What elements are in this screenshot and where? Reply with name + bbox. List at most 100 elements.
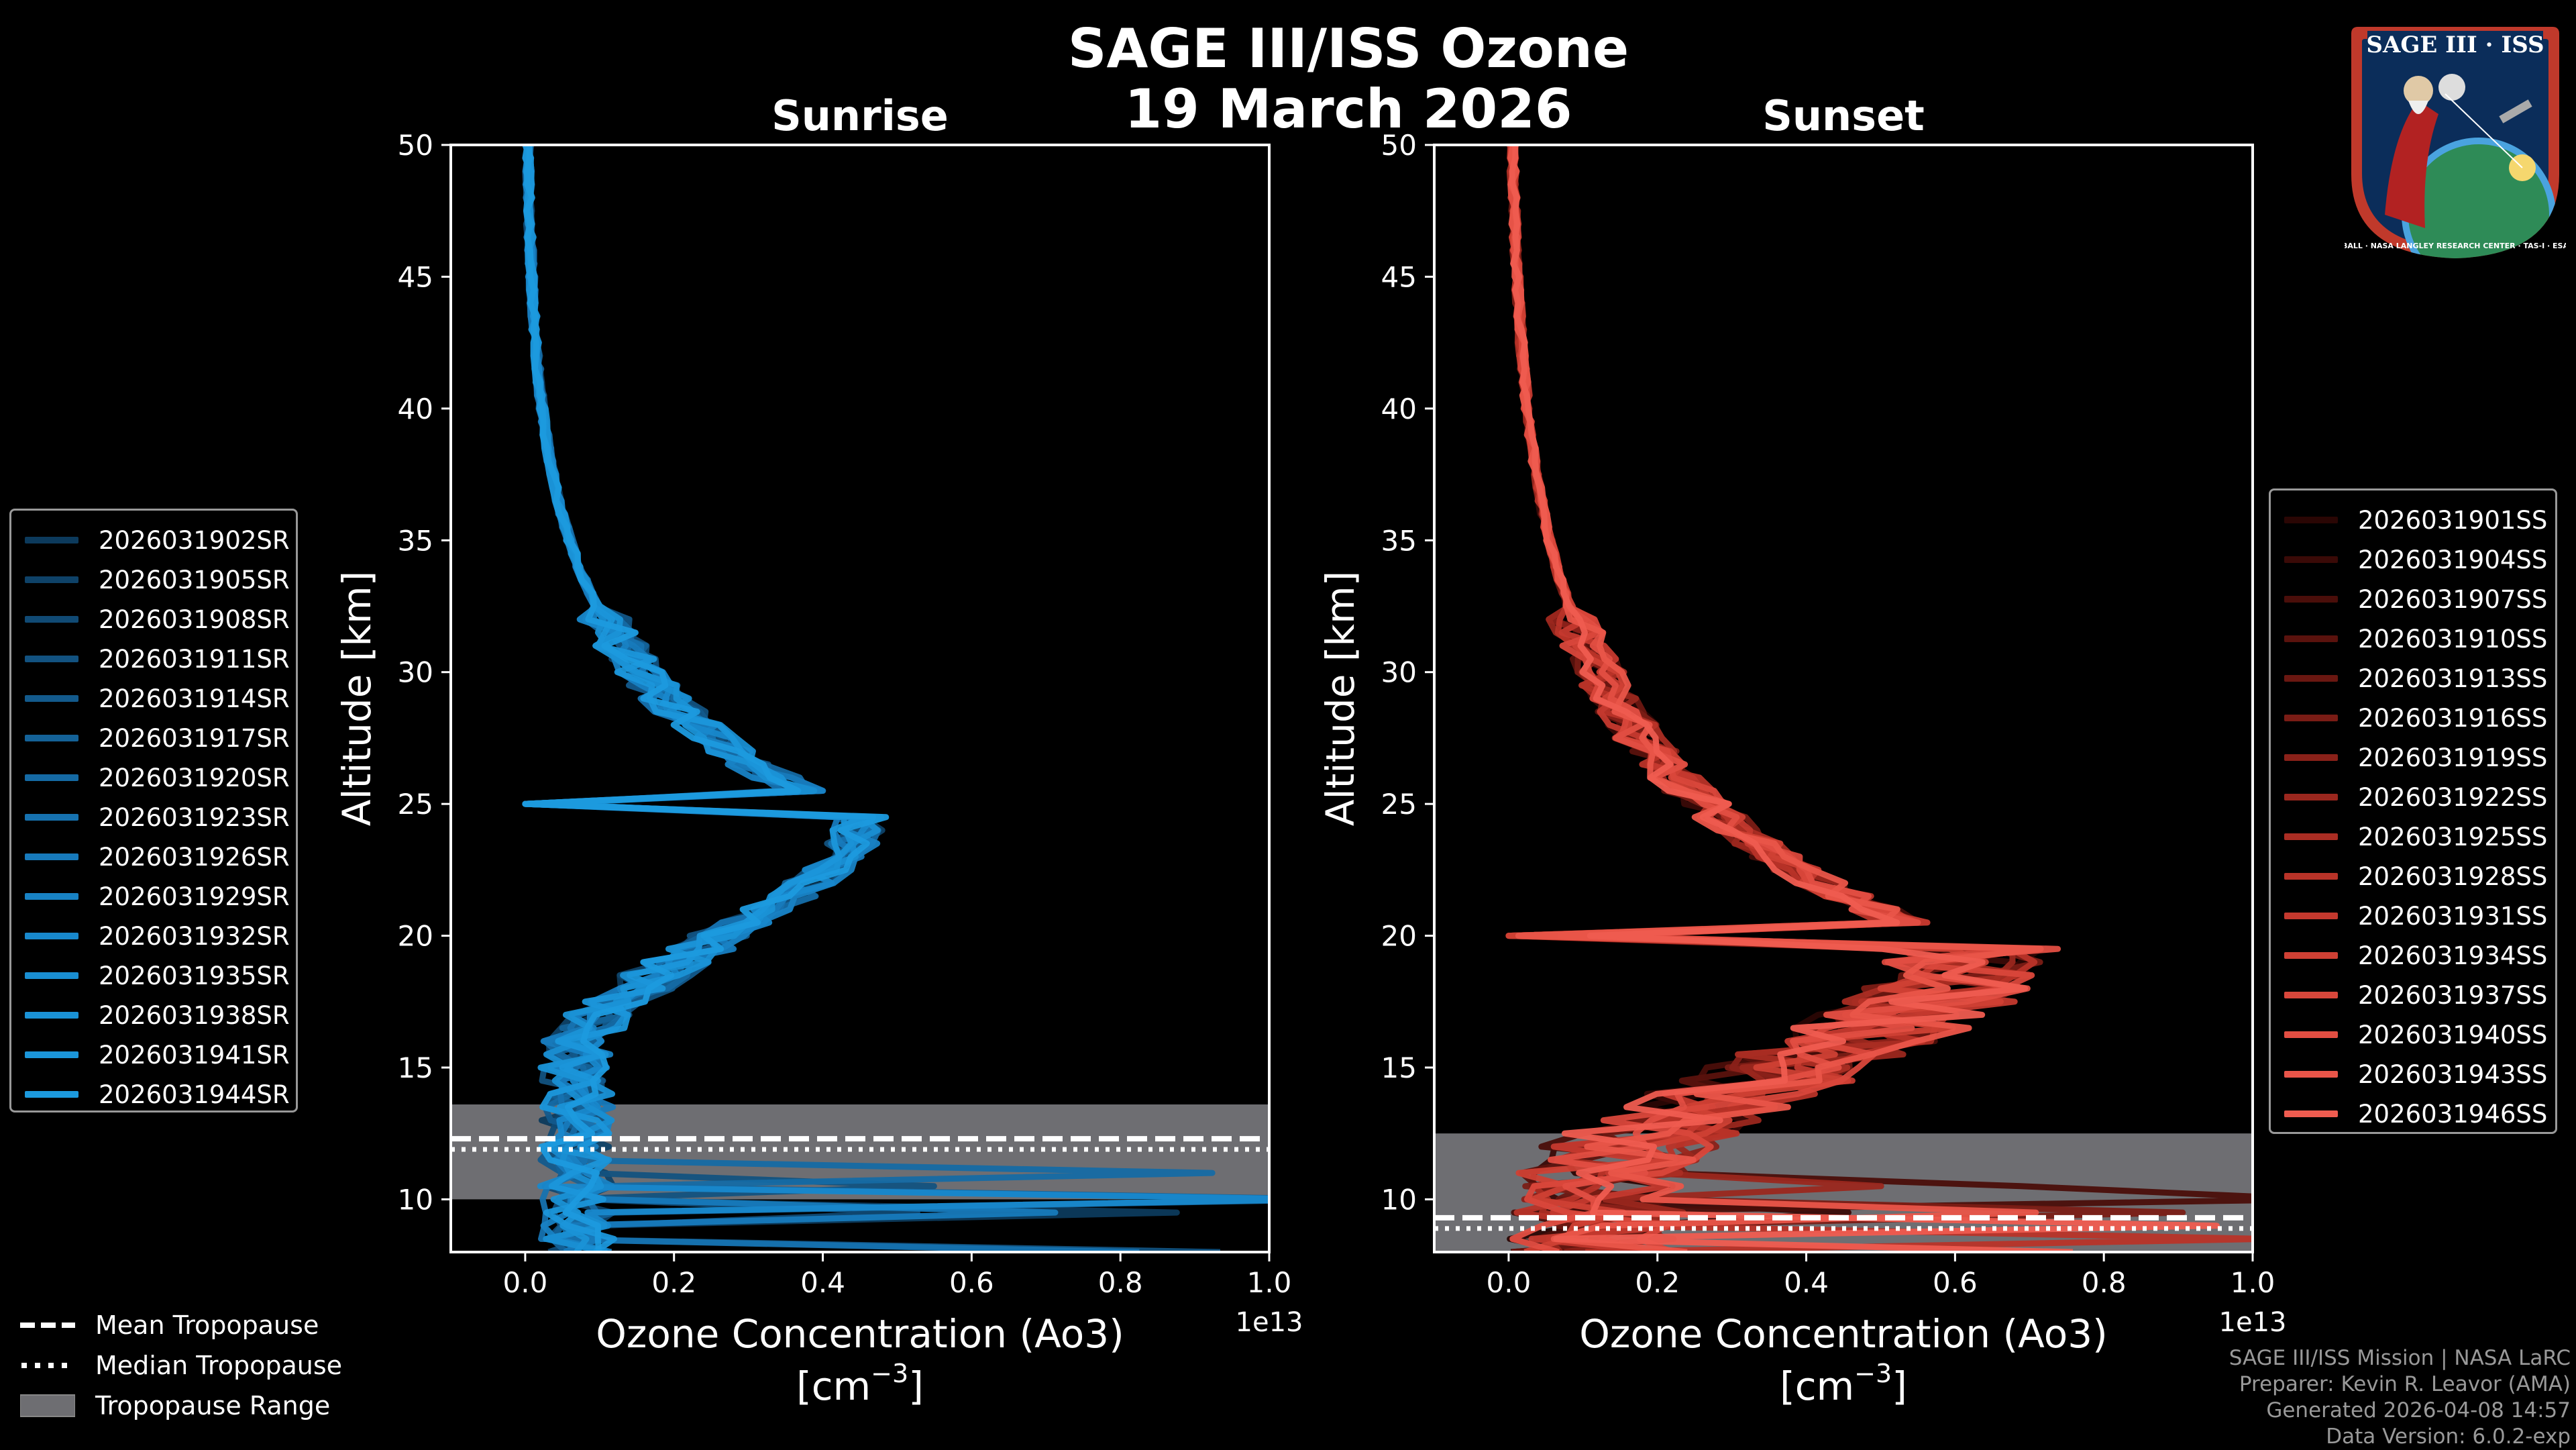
y-tick-label: 35 [398, 524, 433, 557]
legend-swatch [2284, 913, 2338, 919]
legend-swatch [25, 735, 78, 741]
legend-swatch [2284, 952, 2338, 959]
legend-label: 2026031917SR [99, 723, 290, 753]
plot-area [451, 145, 1269, 1252]
x-tick-label: 1.0 [2231, 1266, 2275, 1299]
units-base: [cm [796, 1363, 871, 1409]
legend-label: 2026031914SR [99, 684, 290, 713]
legend-entry: 2026031937SS [2271, 976, 2547, 1014]
legend-label: 2026031911SR [99, 644, 290, 674]
series-line-2026031946SS [1509, 145, 2220, 1252]
x-tick-label: 0.6 [1933, 1266, 1978, 1299]
legend-swatch [2284, 556, 2338, 563]
legend-entry: 2026031946SS [2271, 1095, 2547, 1133]
legend-median-tropopause: Median Tropopause [20, 1345, 342, 1386]
legend-entry: 2026031902SR [11, 521, 290, 559]
y-tick-label: 50 [1381, 129, 1417, 162]
legend-entry: 2026031925SS [2271, 818, 2547, 856]
legend-swatch [25, 1091, 78, 1098]
series-line-2026031902SR [523, 145, 1180, 1252]
legend-label: 2026031908SR [99, 605, 290, 634]
dashed-line-swatch [20, 1323, 75, 1328]
figure-title-line1: SAGE III/ISS Ozone [1067, 17, 1629, 80]
legend-swatch [25, 616, 78, 623]
panel-title: Sunrise [771, 91, 949, 140]
footer-mission: SAGE III/ISS Mission | NASA LaRC [2229, 1346, 2571, 1370]
axes-frame [449, 144, 1271, 1253]
sage-mission-patch-logo: SAGE III · ISS BALL · NASA LANGLEY RESEA… [2345, 27, 2566, 258]
legend-swatch [25, 972, 78, 979]
units-close: ] [1892, 1363, 1907, 1409]
legend-entry: 2026031920SR [11, 759, 290, 796]
legend-label: 2026031935SR [99, 961, 290, 990]
legend-label: 2026031905SR [99, 565, 290, 594]
legend-entry: 2026031931SS [2271, 897, 2547, 935]
legend-label: 2026031946SS [2358, 1099, 2548, 1129]
legend-entry: 2026031910SS [2271, 620, 2547, 658]
footer-preparer: Preparer: Kevin R. Leavor (AMA) [2239, 1372, 2571, 1396]
y-tick-label: 25 [1381, 788, 1417, 821]
y-tick-label: 20 [398, 920, 433, 953]
legend-swatch [2284, 596, 2338, 603]
plot-area [1434, 145, 2253, 1252]
y-tick-label: 30 [398, 656, 433, 689]
legend-entry: 2026031919SS [2271, 739, 2547, 776]
legend-label: 2026031923SR [99, 802, 290, 832]
x-axis-label: Ozone Concentration (Ao3) [1579, 1311, 2108, 1357]
legend-label: 2026031925SS [2358, 822, 2548, 851]
y-tick-label: 15 [1381, 1051, 1417, 1084]
legend-swatch [25, 656, 78, 662]
dotted-line-swatch [21, 1363, 75, 1368]
logo-text: SAGE III · ISS [2366, 32, 2544, 58]
legend-entry: 2026031938SR [11, 996, 290, 1034]
legend-label: 2026031910SS [2358, 624, 2548, 654]
x-tick-label: 0.2 [651, 1266, 696, 1299]
series-line-2026031944SR [522, 145, 890, 1252]
legend-swatch [2284, 1031, 2338, 1038]
x-offset-label: 1e13 [1236, 1307, 1303, 1338]
legend-label: 2026031907SS [2358, 584, 2548, 614]
legend-swatch [25, 933, 78, 939]
y-axis-label: Altitude [km] [334, 571, 380, 826]
legend-mean-tropopause: Mean Tropopause [20, 1305, 342, 1345]
x-tick-label: 1.0 [1247, 1266, 1292, 1299]
x-tick-label: 0.4 [800, 1266, 845, 1299]
legend-swatch [2284, 517, 2338, 523]
y-tick-label: 30 [1381, 656, 1417, 689]
legend-entry: 2026031901SS [2271, 501, 2547, 539]
units-close: ] [908, 1363, 924, 1409]
legend-entry: 2026031911SR [11, 640, 290, 678]
legend-swatch [25, 576, 78, 583]
footer-version: Data Version: 6.0.2-exp [2326, 1425, 2571, 1449]
legend-swatch [2284, 675, 2338, 682]
x-tick-label: 0.4 [1784, 1266, 1829, 1299]
x-tick-label: 0.8 [1098, 1266, 1143, 1299]
legend-swatch [2284, 754, 2338, 761]
y-tick-label: 10 [1381, 1183, 1417, 1216]
x-tick-label: 0.2 [1635, 1266, 1680, 1299]
legend-entry: 2026031905SR [11, 561, 290, 599]
footer-credits: SAGE III/ISS Mission | NASA LaRC Prepare… [2229, 1345, 2571, 1450]
sunrise-legend: 2026031902SR 2026031905SR 2026031908SR 2026… [9, 509, 298, 1112]
panel-title: Sunset [1762, 91, 1925, 140]
legend-swatch [25, 695, 78, 702]
y-tick-label: 50 [398, 129, 433, 162]
legend-label: 2026031944SR [99, 1080, 290, 1109]
sunset-panel: 0.0 0.2 0.4 0.6 0.8 1.0 10 15 20 25 30 35 40 45 50 1e13… [1318, 91, 2286, 1409]
series-line-2026031926SR [522, 145, 1059, 1252]
legend-swatch [25, 1012, 78, 1019]
x-tick-label: 0.8 [2082, 1266, 2127, 1299]
units-exponent: −3 [1854, 1359, 1892, 1388]
y-tick-label: 35 [1381, 524, 1417, 557]
legend-entry: 2026031914SR [11, 680, 290, 717]
units-exponent: −3 [871, 1359, 908, 1388]
legend-label: 2026031916SS [2358, 703, 2548, 733]
series-line-2026031911SR [522, 145, 1221, 1252]
legend-entry: 2026031940SS [2271, 1016, 2547, 1053]
legend-swatch [25, 774, 78, 781]
figure-title-line2: 19 March 2026 [1124, 78, 1572, 140]
legend-label: 2026031913SS [2358, 664, 2548, 693]
y-tick-label: 45 [1381, 260, 1417, 293]
legend-entry: 2026031926SR [11, 838, 290, 876]
